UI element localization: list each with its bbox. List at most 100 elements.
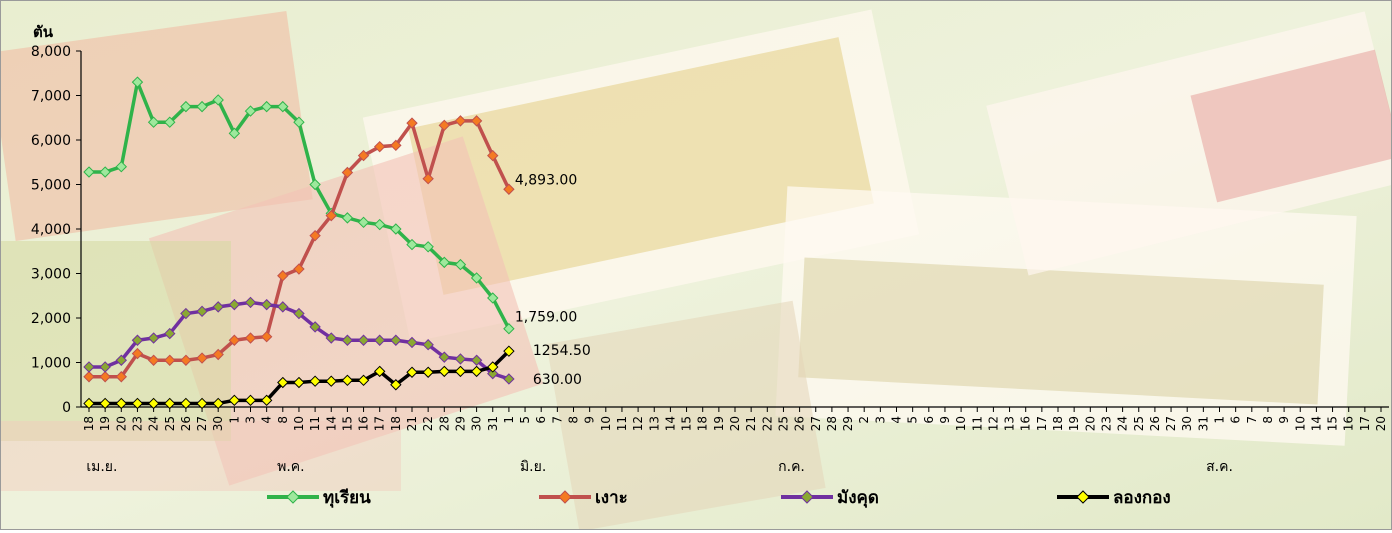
x-tick-label: 18 <box>82 416 96 431</box>
x-tick-label: 21 <box>405 416 419 431</box>
data-point <box>503 345 515 357</box>
data-point <box>99 166 111 178</box>
x-tick-label: 27 <box>195 416 209 431</box>
data-point <box>164 397 176 410</box>
x-tick-label: 1 <box>1213 416 1227 424</box>
data-point <box>244 332 257 344</box>
month-label: เม.ย. <box>86 459 117 475</box>
x-tick-label: 20 <box>1083 416 1097 431</box>
data-point <box>260 100 273 113</box>
data-point <box>422 241 434 253</box>
data-point <box>470 365 483 378</box>
data-point <box>260 330 273 343</box>
x-tick-label: 31 <box>1196 416 1210 431</box>
x-tick-label: 7 <box>550 416 564 424</box>
y-tick-label: 8,000 <box>31 44 71 60</box>
x-tick-label: 24 <box>1116 416 1130 431</box>
x-tick-label: 18 <box>389 416 403 431</box>
month-label: ก.ค. <box>778 459 805 475</box>
x-tick-label: 17 <box>1358 416 1372 431</box>
data-point <box>422 366 434 378</box>
data-point <box>293 116 305 128</box>
data-point <box>99 371 111 383</box>
x-tick-label: 25 <box>163 416 177 431</box>
x-tick-label: 14 <box>663 416 677 431</box>
data-point <box>341 334 354 346</box>
x-tick-label: 4 <box>260 416 274 424</box>
y-tick-label: 1,000 <box>31 356 71 372</box>
data-point <box>325 375 337 387</box>
data-point <box>196 100 208 113</box>
x-tick-label: 1 <box>502 416 516 424</box>
data-point <box>212 301 224 313</box>
data-point <box>309 375 321 387</box>
x-tick-label: 26 <box>793 416 807 431</box>
data-point <box>277 100 289 113</box>
data-point <box>293 307 305 320</box>
legend-swatch-marker <box>286 490 300 504</box>
x-tick-label: 8 <box>567 416 581 424</box>
data-point <box>131 334 144 346</box>
data-point <box>406 117 418 129</box>
data-point <box>244 296 257 309</box>
legend-swatch-marker <box>800 490 814 504</box>
legend-swatch-marker <box>558 490 572 504</box>
x-tick-label: 8 <box>1261 416 1275 424</box>
x-tick-label: 16 <box>1342 416 1356 431</box>
x-tick-label: 20 <box>114 416 128 431</box>
x-tick-label: 16 <box>1019 416 1033 431</box>
month-label: ส.ค. <box>1206 459 1233 475</box>
data-point <box>438 119 451 132</box>
data-point <box>454 365 467 378</box>
data-point <box>503 373 515 385</box>
data-point <box>293 263 305 275</box>
data-point <box>373 334 386 346</box>
data-point <box>131 76 144 88</box>
x-tick-label: 30 <box>470 416 484 431</box>
data-point <box>115 160 128 173</box>
data-point <box>357 216 370 229</box>
data-point <box>83 361 95 373</box>
legend: ทุเรียน เงาะ มังคุด ลองกอง <box>267 487 1171 508</box>
data-point <box>83 397 95 410</box>
data-point <box>180 307 192 320</box>
data-point <box>438 256 451 269</box>
y-tick-label: 2,000 <box>31 311 71 327</box>
x-tick-label: 7 <box>1245 416 1259 424</box>
data-point <box>147 116 160 128</box>
data-point <box>454 353 467 365</box>
data-point <box>309 178 321 191</box>
x-tick-label: 11 <box>970 416 984 431</box>
x-tick-label: 28 <box>437 416 451 431</box>
data-point <box>212 348 224 361</box>
data-point <box>147 332 160 344</box>
x-tick-label: 27 <box>809 416 823 431</box>
data-point <box>390 223 402 235</box>
data-point <box>228 127 241 140</box>
x-tick-label: 9 <box>938 416 952 424</box>
x-tick-label: 8 <box>276 416 290 424</box>
y-tick-label: 6,000 <box>31 133 71 149</box>
y-tick-label: 7,000 <box>31 89 71 105</box>
data-point <box>422 338 434 351</box>
x-tick-label: 13 <box>647 416 661 431</box>
month-label: พ.ค. <box>277 459 305 475</box>
data-point <box>390 334 402 346</box>
data-point <box>228 394 241 407</box>
series-layer <box>83 76 515 410</box>
data-point <box>341 166 354 179</box>
x-tick-label: 10 <box>292 416 306 431</box>
data-point <box>99 361 111 373</box>
y-tick-label: 4,000 <box>31 222 71 238</box>
data-point <box>373 365 386 378</box>
x-tick-label: 5 <box>518 416 532 424</box>
data-point <box>309 321 321 333</box>
x-tick-label: 9 <box>583 416 597 424</box>
data-point <box>341 374 354 387</box>
x-tick-label: 9 <box>1277 416 1291 424</box>
x-tick-label: 10 <box>1293 416 1307 431</box>
data-point <box>99 397 111 410</box>
data-point <box>390 139 402 152</box>
